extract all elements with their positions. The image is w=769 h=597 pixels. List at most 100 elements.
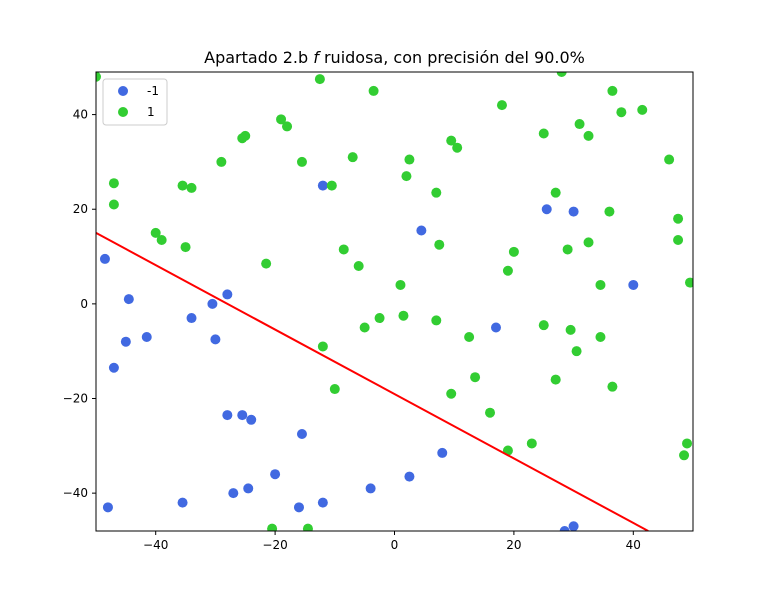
chart-title: Apartado 2.b f ruidosa, con precisión de…: [204, 48, 585, 67]
plot-frame: [95, 71, 694, 532]
scatter-point-pos-60: [607, 85, 618, 96]
scatter-point-neg-1: [123, 294, 134, 305]
scatter-point-pos-42: [508, 246, 519, 257]
scatter-point-pos-46: [538, 320, 549, 331]
scatter-point-pos-48: [550, 374, 561, 385]
scatter-point-pos-37: [267, 523, 278, 531]
scatter-point-pos-35: [317, 341, 328, 352]
scatter-point-neg-13: [243, 483, 254, 494]
y-tick-label: 40: [73, 108, 88, 122]
scatter-point-pos-50: [562, 244, 573, 255]
scatter-point-pos-3: [150, 227, 161, 238]
scatter-point-pos-7: [180, 242, 191, 253]
scatter-point-pos-39: [485, 407, 496, 418]
legend-label-pos: 1: [147, 105, 155, 119]
scatter-point-pos-31: [452, 142, 463, 153]
scatter-point-pos-30: [446, 135, 457, 146]
scatter-point-neg-5: [186, 313, 197, 324]
y-tick-label: 0: [80, 297, 88, 311]
legend-label-neg: -1: [147, 84, 159, 98]
scatter-point-pos-62: [637, 104, 648, 115]
scatter-point-pos-57: [595, 331, 606, 342]
chart-title-prefix: Apartado 2.b: [204, 48, 313, 67]
scatter-point-neg-10: [237, 410, 248, 421]
line-layer: [96, 232, 649, 531]
scatter-point-pos-65: [673, 234, 684, 245]
scatter-point-pos-15: [296, 156, 307, 167]
scatter-point-neg-4: [141, 331, 152, 342]
scatter-point-pos-36: [329, 384, 340, 395]
scatter-point-neg-17: [296, 428, 307, 439]
scatter-point-pos-63: [664, 154, 675, 165]
scatter-point-pos-21: [359, 322, 370, 333]
scatter-point-pos-13: [314, 74, 325, 85]
decision-line: [96, 232, 649, 531]
y-tick-label: −40: [63, 486, 88, 500]
scatter-point-pos-6: [186, 182, 197, 193]
scatter-point-neg-3: [120, 336, 131, 347]
legend-marker-pos: [118, 107, 128, 117]
scatter-point-neg-12: [228, 488, 239, 499]
scatter-point-pos-52: [571, 346, 582, 357]
scatter-point-neg-19: [317, 497, 328, 508]
scatter-point-neg-8: [210, 334, 221, 345]
scatter-point-pos-32: [464, 331, 475, 342]
scatter-point-pos-45: [538, 128, 549, 139]
scatter-point-pos-58: [604, 206, 615, 217]
scatter-point-pos-64: [673, 213, 684, 224]
scatter-point-pos-4: [156, 234, 167, 245]
scatter-point-pos-1: [108, 178, 119, 189]
x-tick-label: −40: [143, 538, 168, 552]
scatter-point-pos-25: [401, 171, 412, 182]
scatter-point-neg-11: [246, 414, 257, 425]
scatter-point-pos-38: [302, 523, 313, 531]
scatter-point-neg-25: [490, 322, 501, 333]
scatter-point-pos-44: [526, 438, 537, 449]
scatter-point-neg-0: [99, 253, 110, 264]
scatter-point-pos-67: [682, 438, 693, 449]
scatter-point-pos-23: [395, 279, 406, 290]
legend-marker-neg: [118, 86, 128, 96]
scatter-point-pos-26: [404, 154, 415, 165]
scatter-point-neg-7: [222, 289, 233, 300]
scatter-point-pos-34: [446, 388, 457, 399]
scatter-point-neg-14: [177, 497, 188, 508]
scatter-point-neg-30: [568, 521, 579, 531]
x-tick-label: −20: [262, 538, 287, 552]
scatter-point-pos-24: [398, 310, 409, 321]
scatter-point-neg-28: [628, 279, 639, 290]
y-tick-label: 20: [73, 202, 88, 216]
scatter-point-neg-29: [559, 526, 570, 531]
scatter-point-pos-53: [574, 119, 585, 130]
chart-title-suffix: ruidosa, con precisión del 90.0%: [319, 48, 585, 67]
chart-title-italic-f: f: [313, 48, 321, 67]
scatter-point-neg-20: [317, 180, 328, 191]
x-tick-label: 40: [626, 538, 641, 552]
scatter-point-pos-18: [261, 258, 272, 269]
scatter-point-neg-15: [102, 502, 113, 513]
scatter-point-neg-2: [108, 362, 119, 373]
scatter-point-pos-12: [282, 121, 293, 132]
x-tick-label: 0: [391, 538, 399, 552]
scatter-point-neg-23: [404, 471, 415, 482]
scatter-point-pos-20: [353, 261, 364, 272]
legend: -1 1: [102, 78, 168, 126]
scatter-point-neg-18: [293, 502, 304, 513]
scatter-point-pos-17: [347, 152, 358, 163]
scatter-point-pos-16: [326, 180, 337, 191]
scatter-point-pos-8: [216, 156, 227, 167]
scatter-point-pos-41: [502, 265, 513, 276]
scatter-point-pos-29: [431, 315, 442, 326]
scatter-point-pos-5: [177, 180, 188, 191]
scatter-point-pos-19: [338, 244, 349, 255]
scatter-point-pos-54: [583, 130, 594, 141]
scatter-point-pos-56: [595, 279, 606, 290]
scatter-point-neg-22: [365, 483, 376, 494]
scatter-point-pos-68: [685, 277, 693, 288]
points-layer: [96, 72, 693, 531]
scatter-point-pos-61: [616, 107, 627, 118]
y-axis: −40 −20 0 20 40: [63, 108, 96, 500]
scatter-point-neg-9: [222, 410, 233, 421]
scatter-point-pos-66: [679, 450, 690, 461]
